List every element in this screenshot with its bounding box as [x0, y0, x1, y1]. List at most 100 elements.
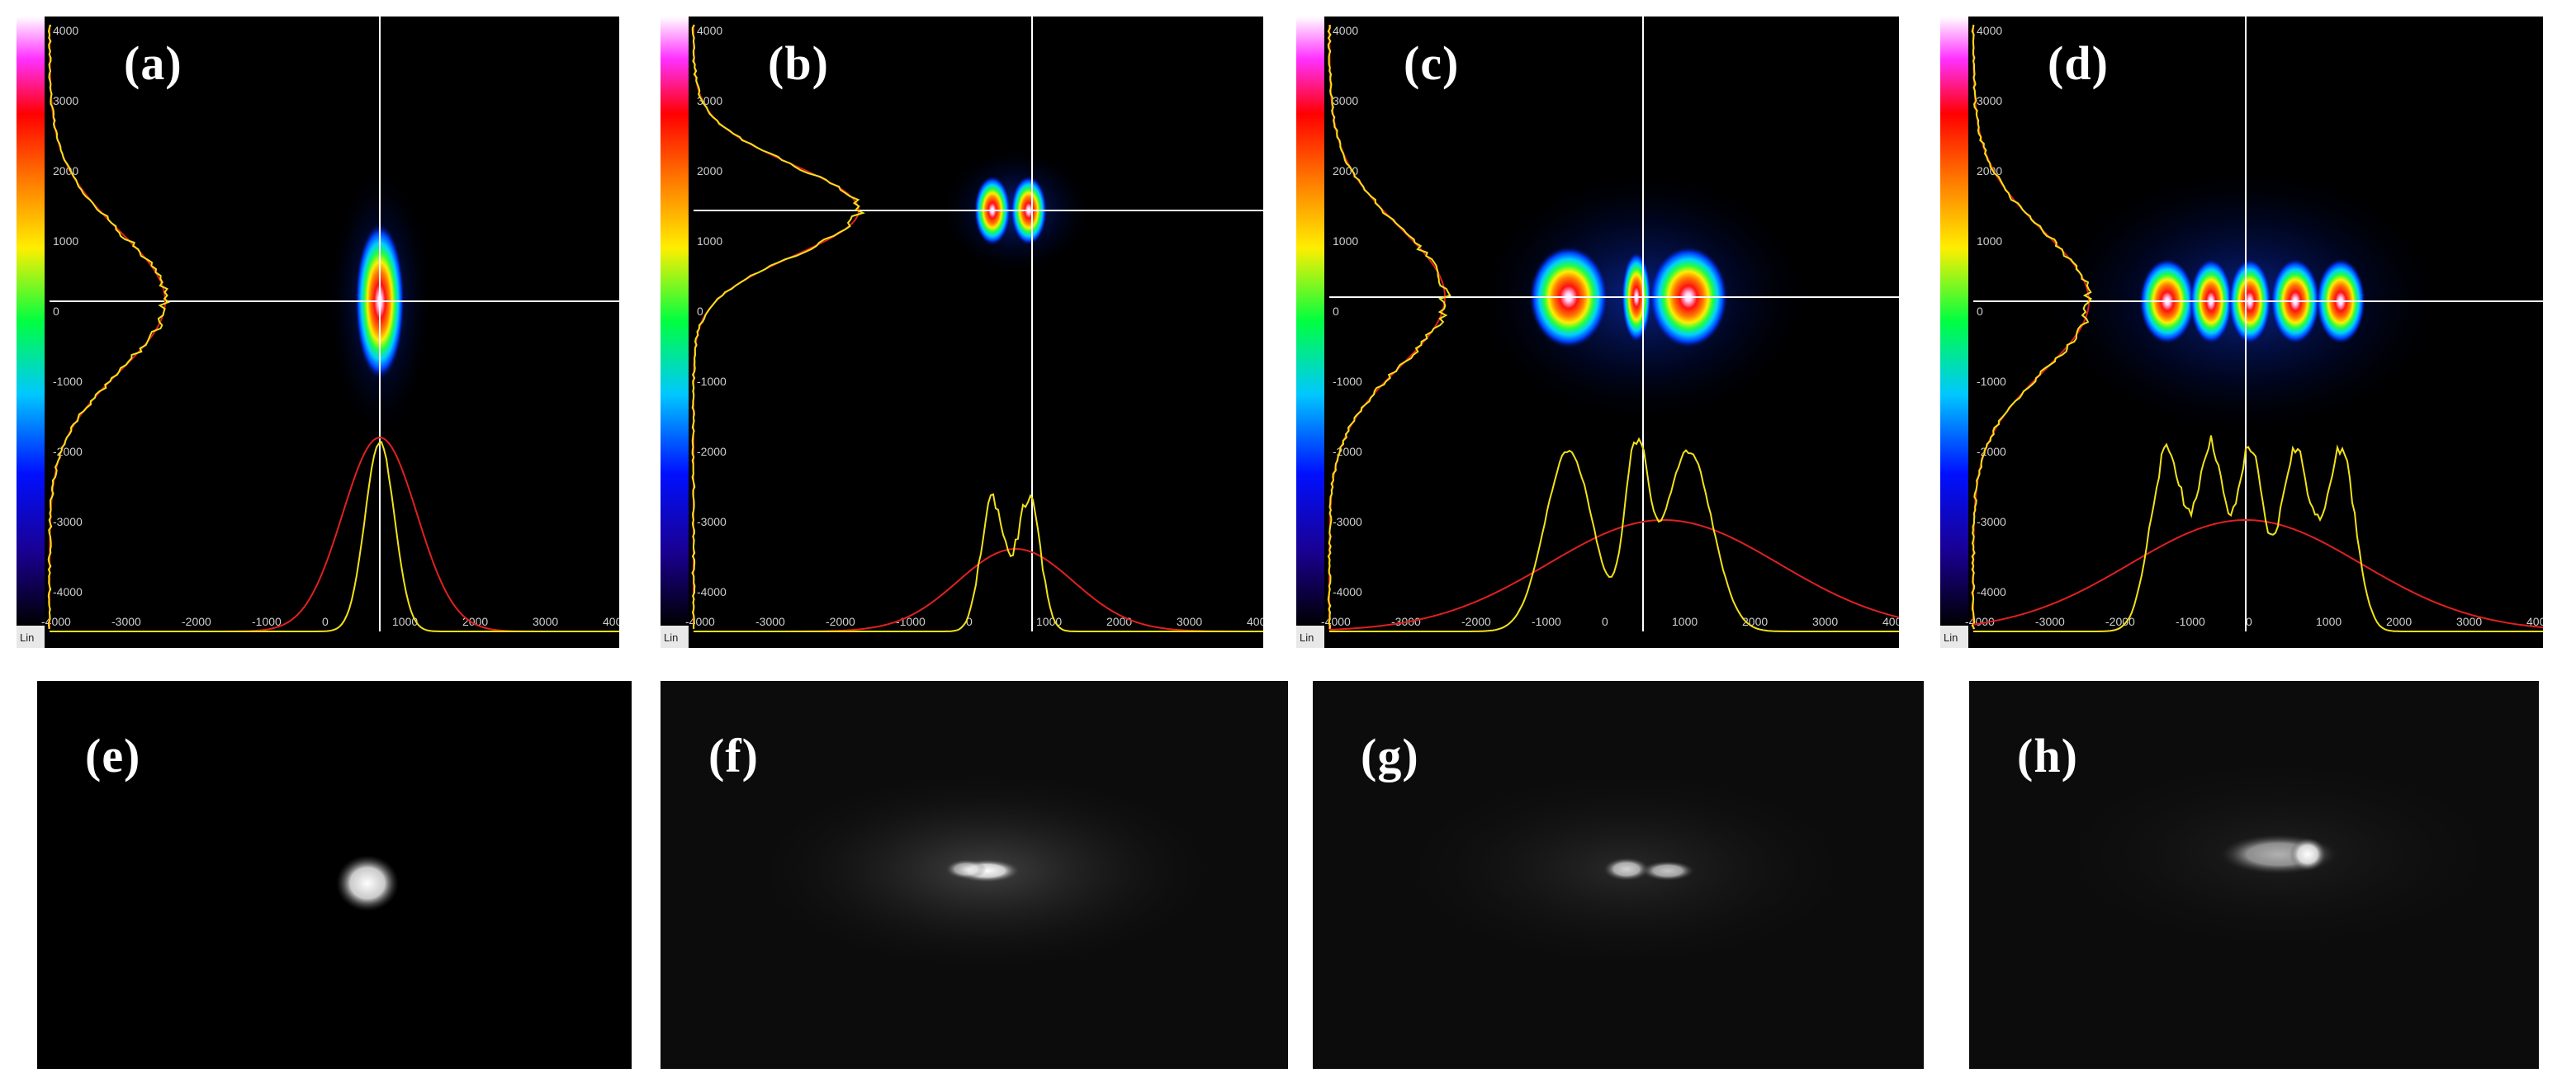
beam-profile-panel-d: Lin 4000 3000 2000 1000 0 -1000 -2000 -3000 -4000… [1940, 17, 2543, 648]
x-tick-label: -4000 [685, 615, 715, 628]
color-scale-bar [1296, 17, 1324, 626]
panel-label: (e) [85, 729, 141, 782]
y-tick-label: -1000 [1333, 375, 1362, 388]
x-tick-label: -1000 [896, 615, 926, 628]
x-tick-label: -3000 [2035, 615, 2065, 628]
camera-image-panel-e: (e) [37, 681, 632, 1069]
vertical-measured-profile [47, 24, 171, 630]
panel-label: (g) [1361, 729, 1419, 782]
y-tick-label: 1000 [697, 234, 722, 248]
horizontal-measured-profile [1973, 435, 2543, 632]
beam-profile-plot: Lin 4000 3000 2000 1000 0 -1000 -2000 -3000 -4000… [661, 17, 1263, 648]
y-tick-label: -4000 [697, 585, 727, 598]
y-tick-label: -3000 [53, 515, 83, 528]
vertical-measured-profile [1971, 24, 2092, 630]
x-tick-label: 1000 [2316, 615, 2342, 628]
x-tick-label: 1000 [1036, 615, 1062, 628]
y-tick-label: 0 [697, 305, 703, 318]
camera-image [1313, 681, 1924, 1069]
y-tick-label: -2000 [697, 445, 727, 458]
scale-mode-label: Lin [664, 631, 678, 644]
y-tick-label: 3000 [1333, 94, 1358, 107]
y-tick-label: -2000 [1977, 445, 2006, 458]
y-tick-label: 0 [1333, 305, 1339, 318]
vertical-measured-profile [1327, 25, 1451, 630]
x-tick-label: 4000 [603, 615, 619, 628]
y-tick-label: 1000 [1333, 234, 1358, 248]
x-tick-label: -2000 [182, 615, 211, 628]
x-tick-label: -1000 [252, 615, 282, 628]
beam-spot [2290, 838, 2326, 871]
x-tick-label: -1000 [2176, 615, 2205, 628]
beam-profile-panel-a: Lin 4000 3000 2000 1000 0 -1000 -2000 -3000 -4000… [17, 17, 619, 648]
horizontal-measured-profile [1329, 437, 1899, 632]
x-tick-label: 0 [2246, 615, 2252, 628]
x-tick-label: -3000 [755, 615, 785, 628]
horizontal-measured-profile [694, 493, 1263, 632]
y-tick-label: 2000 [1333, 164, 1358, 177]
color-scale-bar [1940, 17, 1968, 626]
panel-label: (a) [124, 36, 182, 90]
x-tick-label: 4000 [2526, 615, 2543, 628]
x-tick-label: 4000 [1882, 615, 1899, 628]
x-tick-label: 3000 [1177, 615, 1202, 628]
beam-profile-plot: Lin 4000 3000 2000 1000 0 -1000 -2000 -3000 -4000… [1940, 17, 2543, 648]
panel-label: (c) [1404, 36, 1460, 90]
x-tick-label: 2000 [462, 615, 488, 628]
horizontal-gaussian-fit [1328, 519, 1899, 631]
x-tick-label: -2000 [2105, 615, 2135, 628]
x-tick-label: 2000 [2386, 615, 2412, 628]
x-tick-label: 3000 [1812, 615, 1838, 628]
camera-image [37, 681, 632, 1069]
x-tick-label: -2000 [1461, 615, 1491, 628]
y-tick-label: 3000 [1977, 94, 2002, 107]
y-tick-label: 4000 [1977, 24, 2002, 37]
camera-image-panel-g: (g) [1313, 681, 1924, 1069]
x-tick-label: 0 [966, 615, 973, 628]
y-tick-label: 2000 [697, 164, 722, 177]
y-tick-label: -1000 [53, 375, 83, 388]
x-tick-label: -2000 [826, 615, 855, 628]
color-scale-bar [661, 17, 689, 626]
y-tick-label: -4000 [1333, 585, 1362, 598]
y-tick-label: -2000 [53, 445, 83, 458]
y-tick-label: -1000 [697, 375, 727, 388]
x-tick-label: 0 [322, 615, 329, 628]
x-tick-label: 4000 [1247, 615, 1263, 628]
y-tick-label: 3000 [53, 94, 78, 107]
x-tick-label: 2000 [1106, 615, 1132, 628]
x-tick-label: -4000 [1321, 615, 1351, 628]
y-tick-label: -3000 [1333, 515, 1362, 528]
y-tick-label: 0 [1977, 305, 1983, 318]
scale-mode-label: Lin [1944, 631, 1958, 644]
camera-image [661, 681, 1288, 1069]
color-scale-bar [17, 17, 45, 626]
y-tick-label: 1000 [53, 234, 78, 248]
panel-label: (d) [2048, 36, 2109, 90]
scale-mode-label: Lin [1300, 631, 1314, 644]
horizontal-measured-profile [50, 441, 619, 632]
beam-profile-plot: Lin 4000 3000 2000 1000 0 -1000 -2000 -3000 -4000… [1296, 17, 1899, 648]
x-tick-label: 1000 [392, 615, 418, 628]
y-tick-label: -3000 [697, 515, 727, 528]
y-tick-label: 4000 [697, 24, 722, 37]
y-tick-label: -3000 [1977, 515, 2006, 528]
y-tick-label: 4000 [53, 24, 78, 37]
panel-label: (f) [708, 729, 759, 782]
y-tick-label: -1000 [1977, 375, 2006, 388]
camera-image-panel-f: (f) [661, 681, 1288, 1069]
y-tick-label: 2000 [53, 164, 78, 177]
x-tick-label: 0 [1602, 615, 1608, 628]
y-tick-label: -4000 [53, 585, 83, 598]
camera-image-panel-h: (h) [1969, 681, 2539, 1069]
y-tick-label: -2000 [1333, 445, 1362, 458]
panel-label: (b) [768, 36, 829, 90]
camera-image [1969, 681, 2539, 1069]
y-tick-label: -4000 [1977, 585, 2006, 598]
x-tick-label: -3000 [111, 615, 141, 628]
panel-label: (h) [2017, 729, 2078, 782]
x-tick-label: -1000 [1532, 615, 1561, 628]
y-tick-label: 1000 [1977, 234, 2002, 248]
beam-profile-panel-c: Lin 4000 3000 2000 1000 0 -1000 -2000 -3000 -4000… [1296, 17, 1899, 648]
scale-mode-label: Lin [20, 631, 34, 644]
